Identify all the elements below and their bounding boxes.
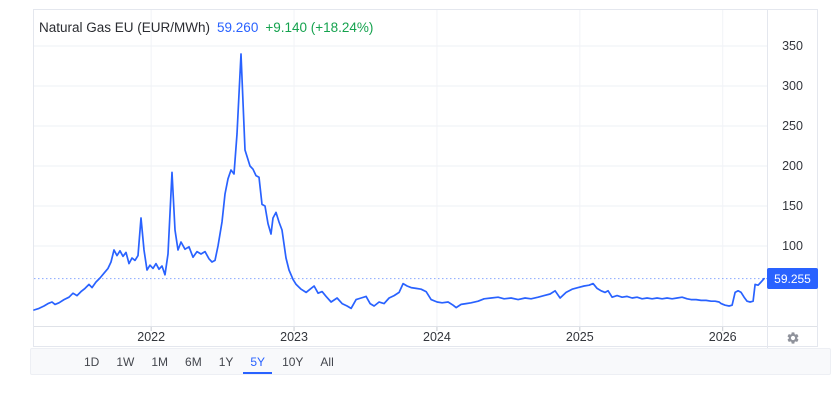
settings-gear-icon[interactable] bbox=[786, 331, 800, 345]
price-line-chart[interactable] bbox=[33, 10, 767, 348]
range-button-5y[interactable]: 5Y bbox=[243, 349, 273, 374]
y-axis: 100 150 200 250 300 350 bbox=[767, 10, 818, 326]
y-axis-label: 150 bbox=[782, 199, 803, 213]
x-axis-label: 2025 bbox=[565, 330, 594, 344]
chart-card: Natural Gas EU (EUR/MWh) 59.260 +9.140 (… bbox=[33, 9, 818, 348]
range-button-1w[interactable]: 1W bbox=[116, 354, 135, 369]
range-button-1d[interactable]: 1D bbox=[84, 354, 100, 369]
y-axis-label: 200 bbox=[782, 159, 803, 173]
range-button-1y[interactable]: 1Y bbox=[218, 354, 234, 369]
range-button-all[interactable]: All bbox=[320, 354, 334, 369]
y-axis-label: 250 bbox=[782, 119, 803, 133]
range-button-1m[interactable]: 1M bbox=[151, 354, 169, 369]
price-change: +9.140 (+18.24%) bbox=[265, 20, 374, 35]
current-price-label: 59.255 bbox=[767, 268, 818, 290]
range-button-6m[interactable]: 6M bbox=[185, 354, 202, 369]
x-axis-label: 2026 bbox=[708, 330, 737, 344]
x-axis: 2022 2023 2024 2025 2026 bbox=[34, 327, 767, 348]
x-axis-label: 2023 bbox=[280, 330, 308, 344]
y-axis-label: 350 bbox=[782, 39, 803, 53]
x-axis-label: 2024 bbox=[423, 330, 451, 344]
y-axis-label: 300 bbox=[782, 79, 803, 93]
axis-corner bbox=[767, 327, 818, 348]
y-axis-label: 100 bbox=[782, 239, 803, 253]
range-toolbar: 1D 1W 1M 6M 1Y 5Y 10Y All bbox=[30, 348, 831, 375]
x-axis-line bbox=[34, 326, 817, 327]
range-button-10y[interactable]: 10Y bbox=[282, 354, 304, 369]
x-axis-label: 2022 bbox=[137, 330, 166, 344]
axis-separator bbox=[767, 10, 768, 348]
last-price: 59.260 bbox=[217, 20, 259, 35]
chart-legend: Natural Gas EU (EUR/MWh) 59.260 +9.140 (… bbox=[39, 20, 373, 35]
symbol-name: Natural Gas EU (EUR/MWh) bbox=[39, 20, 211, 35]
